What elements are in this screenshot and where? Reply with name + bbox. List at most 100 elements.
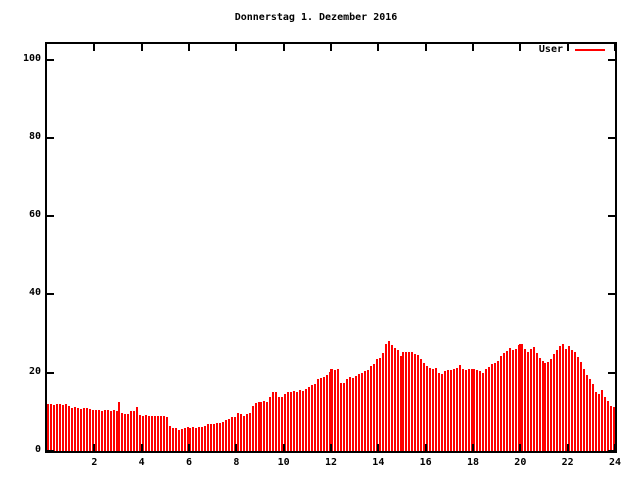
bar xyxy=(230,417,233,451)
bar xyxy=(97,409,100,451)
bar xyxy=(85,407,88,451)
bar xyxy=(506,351,509,451)
bar xyxy=(476,370,479,451)
bar xyxy=(331,368,334,451)
legend-label: User xyxy=(538,44,563,55)
bar xyxy=(556,350,559,451)
bar xyxy=(411,352,414,451)
bar xyxy=(121,413,124,451)
bar xyxy=(588,378,591,451)
bar xyxy=(245,413,248,451)
y-tick-mirror xyxy=(608,450,615,452)
bar xyxy=(452,368,455,451)
bar xyxy=(458,364,461,451)
y-tick xyxy=(47,293,54,296)
y-tick-mirror xyxy=(608,136,615,139)
bar xyxy=(80,408,83,451)
bar xyxy=(115,410,118,451)
bar xyxy=(571,350,574,451)
x-tick-mirror xyxy=(235,44,238,51)
bar xyxy=(437,372,440,451)
bar xyxy=(606,400,609,451)
bar xyxy=(594,392,597,451)
bar xyxy=(562,344,565,451)
y-tick-label: 60 xyxy=(28,209,41,221)
bar xyxy=(310,384,313,451)
x-tick-label: 10 xyxy=(277,457,290,468)
bar xyxy=(343,383,346,451)
bar xyxy=(585,375,588,451)
bar xyxy=(186,426,189,451)
bar xyxy=(65,404,68,451)
bar xyxy=(491,363,494,451)
bar xyxy=(482,373,485,451)
bar xyxy=(378,357,381,451)
x-tick-label: 18 xyxy=(466,457,480,468)
bar xyxy=(100,410,103,451)
x-tick-label: 22 xyxy=(561,457,574,468)
bar xyxy=(429,367,432,451)
x-tick xyxy=(282,444,285,451)
bar xyxy=(399,356,402,451)
bar xyxy=(316,378,319,451)
bar xyxy=(298,390,301,451)
bar xyxy=(390,345,393,451)
bar xyxy=(112,409,115,451)
bar xyxy=(242,415,245,451)
bar xyxy=(473,369,476,451)
bar xyxy=(470,368,473,451)
bar xyxy=(136,407,139,451)
bar xyxy=(511,350,514,451)
y-tick-label: 20 xyxy=(28,365,41,377)
bar xyxy=(153,415,156,451)
bar xyxy=(523,349,526,451)
bar xyxy=(346,378,349,451)
x-tick-label: 6 xyxy=(185,457,193,468)
x-tick xyxy=(330,444,332,451)
x-tick xyxy=(140,444,143,451)
bar xyxy=(77,407,79,451)
bar xyxy=(597,393,600,451)
bar xyxy=(159,416,162,451)
bar xyxy=(417,355,420,451)
bar xyxy=(485,368,488,451)
bar xyxy=(248,413,251,451)
bar xyxy=(195,427,198,451)
y-tick xyxy=(47,58,54,61)
bar xyxy=(174,428,177,451)
bar xyxy=(133,410,136,451)
bar xyxy=(423,362,426,451)
bar xyxy=(124,414,127,451)
bar xyxy=(514,349,517,451)
bar xyxy=(396,350,399,451)
bar xyxy=(263,400,266,451)
bar xyxy=(71,407,74,451)
bar xyxy=(50,404,53,451)
x-tick-mirror xyxy=(188,44,190,51)
bar xyxy=(402,351,405,451)
bar xyxy=(290,392,292,451)
bar xyxy=(207,424,210,451)
bar xyxy=(446,370,449,451)
y-tick-label: 40 xyxy=(28,287,41,299)
x-tick-mirror xyxy=(424,44,427,51)
bar xyxy=(198,426,201,451)
bar xyxy=(455,368,458,451)
bar xyxy=(219,423,221,451)
bar xyxy=(180,429,183,451)
x-tick xyxy=(424,444,427,451)
legend-line-sample xyxy=(575,49,605,51)
plot-area xyxy=(45,42,617,453)
bar xyxy=(304,389,307,451)
bar xyxy=(464,369,467,451)
bar xyxy=(384,344,387,451)
bar xyxy=(275,391,278,451)
bar xyxy=(227,418,230,451)
y-tick-label: 80 xyxy=(28,130,41,142)
bar xyxy=(366,370,369,451)
bar xyxy=(408,351,411,451)
bar xyxy=(322,377,325,451)
bar xyxy=(91,409,94,451)
bar xyxy=(358,374,361,451)
